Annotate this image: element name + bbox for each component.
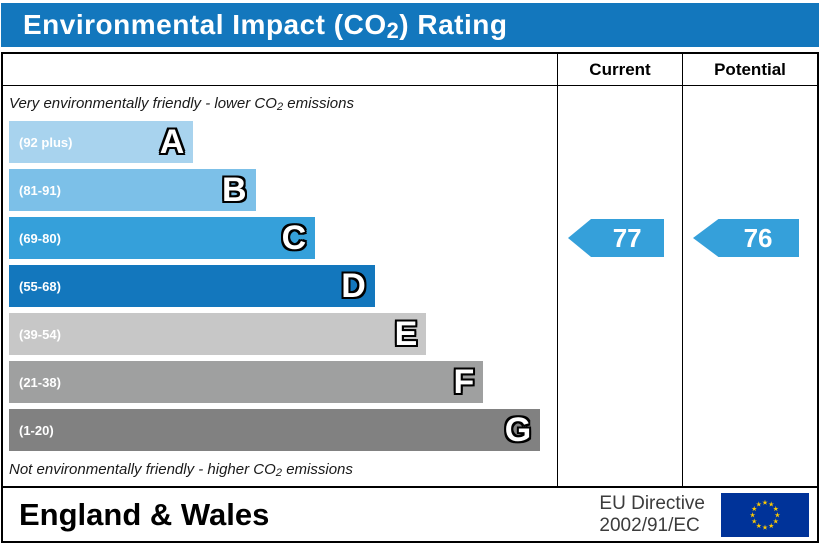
band-d-range: (55-68) — [19, 278, 61, 294]
region-label: England & Wales — [19, 496, 270, 532]
page-title-post: ) Rating — [399, 9, 508, 40]
band-row-g: (1-20) G — [9, 409, 541, 451]
band-row-b: (81-91) B — [9, 169, 256, 211]
eu-directive-line1: EU Directive — [599, 492, 705, 514]
band-f-letter: F — [453, 363, 475, 401]
current-rating-cell: 77 — [557, 86, 682, 488]
current-rating-arrow: 77 — [568, 219, 664, 257]
page-title-pre: Environmental Impact (CO — [23, 9, 387, 40]
band-f-range: (21-38) — [19, 374, 61, 390]
bottom-note-pre: Not environmentally friendly - higher CO — [9, 461, 276, 478]
eu-directive-line2: 2002/91/EC — [599, 514, 700, 536]
band-c-range: (69-80) — [19, 230, 61, 246]
band-row-a: (92 plus) A — [9, 121, 194, 163]
band-row-f: (21-38) F — [9, 361, 484, 403]
top-note-pre: Very environmentally friendly - lower CO — [9, 95, 277, 112]
potential-rating-arrow: 76 — [693, 219, 799, 257]
current-column-header: Current — [557, 54, 682, 85]
band-row-d: (55-68) D — [9, 265, 375, 307]
band-g-range: (1-20) — [19, 422, 54, 438]
page-title: Environmental Impact (CO2) Rating — [23, 9, 508, 43]
band-b-range: (81-91) — [19, 182, 61, 198]
footer-row: England & Wales EU Directive 2002/91/EC — [3, 486, 817, 541]
eu-directive-label: EU Directive 2002/91/EC — [599, 493, 705, 537]
bottom-note-post: emissions — [282, 461, 353, 478]
page-title-subscript: 2 — [386, 17, 400, 43]
potential-rating-cell: 76 — [682, 86, 817, 488]
potential-column-header: Potential — [682, 54, 817, 85]
top-note-subscript: 2 — [276, 101, 284, 114]
band-row-e: (39-54) E — [9, 313, 427, 355]
epc-co2-rating-page: Environmental Impact (CO2) Rating Curren… — [0, 3, 820, 550]
chart-title-bar: Environmental Impact (CO2) Rating — [1, 3, 819, 47]
table-header-row: Current Potential — [3, 54, 817, 86]
band-g-letter: G — [504, 411, 532, 449]
eu-flag-icon — [721, 492, 809, 537]
band-b-letter: B — [222, 171, 247, 209]
band-e-letter: E — [394, 315, 418, 353]
rating-table: Current Potential Very environmentally f… — [1, 52, 819, 543]
header-empty-cell — [3, 54, 557, 85]
band-row-c: (69-80) C — [9, 217, 316, 259]
top-note: Very environmentally friendly - lower CO… — [9, 91, 551, 117]
band-e-range: (39-54) — [19, 326, 61, 342]
bands-chart: Very environmentally friendly - lower CO… — [3, 86, 557, 488]
current-rating-value: 77 — [612, 222, 642, 253]
band-d-letter: D — [341, 267, 366, 305]
potential-rating-value: 76 — [743, 222, 773, 253]
band-a-letter: A — [159, 123, 185, 161]
bottom-note: Not environmentally friendly - higher CO… — [9, 457, 551, 483]
band-c-letter: C — [281, 219, 307, 257]
bottom-note-subscript: 2 — [275, 467, 283, 480]
band-a-range: (92 plus) — [19, 134, 73, 150]
table-body-row: Very environmentally friendly - lower CO… — [3, 86, 817, 488]
top-note-post: emissions — [283, 95, 354, 112]
